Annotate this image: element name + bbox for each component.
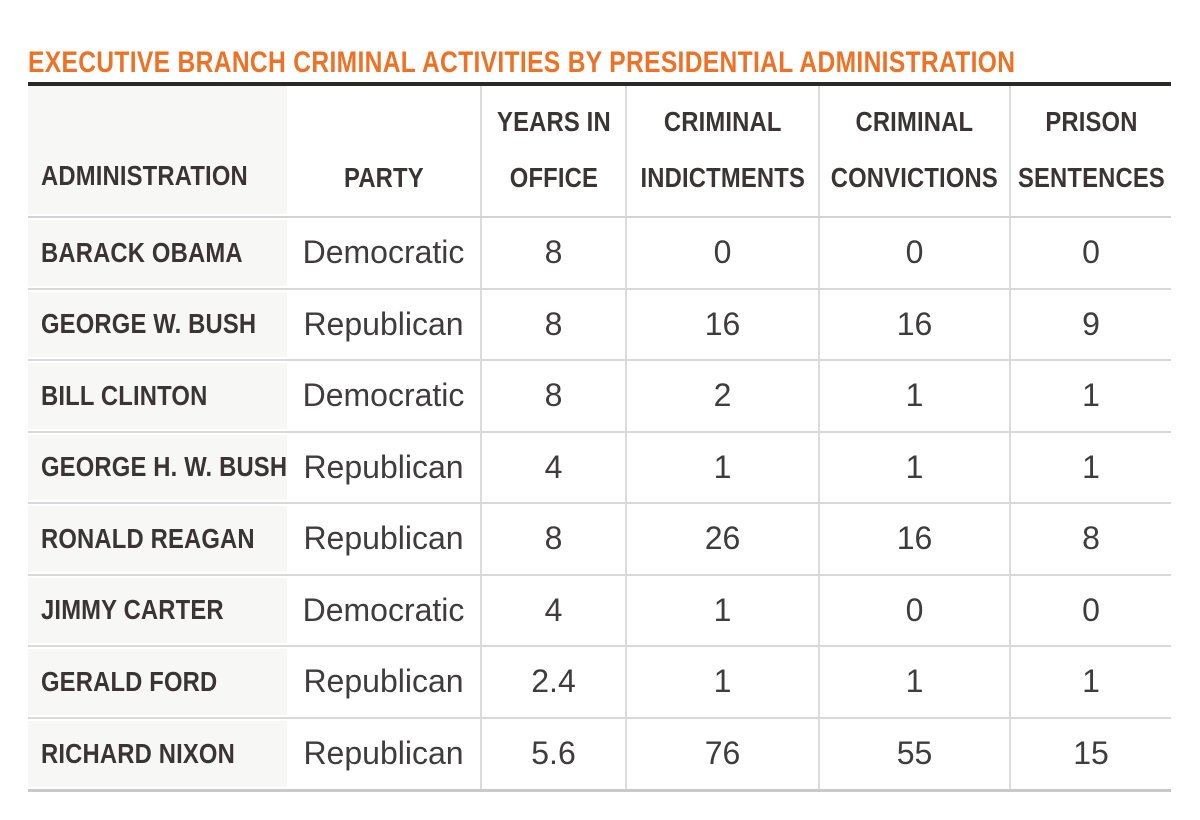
table-row-nixon: RICHARD NIXON Republican 5.6 76 55 15 (28, 718, 1171, 789)
party-cell: Republican (303, 735, 464, 771)
sentences-cell: 0 (1009, 575, 1171, 645)
sentences-cell: 8 (1009, 504, 1171, 574)
table-header-row: ADMINISTRATION PARTY YEARS IN OFFICE CRI… (28, 86, 1171, 218)
table-row-carter: JIMMY CARTER Democratic 4 1 0 0 (28, 575, 1171, 647)
sentences-cell: 9 (1009, 289, 1171, 359)
indictments-cell: 0 (625, 218, 818, 288)
administration-cell: GERALD FORD (28, 649, 287, 715)
years-cell: 8 (480, 361, 625, 431)
years-cell: 4 (480, 432, 625, 502)
column-header-prison-sentences: PRISON SENTENCES (1009, 86, 1171, 216)
column-header-years-in-office: YEARS IN OFFICE (480, 86, 625, 216)
column-header-criminal-convictions: CRIMINAL CONVICTIONS (818, 86, 1009, 216)
party-cell: Democratic (302, 591, 465, 628)
administration-cell: GEORGE H. W. BUSH (28, 434, 287, 500)
administration-cell: GEORGE W. BUSH (28, 291, 287, 357)
indictments-cell: 26 (625, 504, 818, 574)
years-cell: 4 (480, 575, 625, 645)
indictments-cell: 16 (625, 289, 818, 359)
data-table: ADMINISTRATION PARTY YEARS IN OFFICE CRI… (28, 82, 1171, 792)
sentences-cell: 0 (1009, 218, 1171, 288)
administration-cell: BILL CLINTON (28, 363, 287, 429)
indictments-cell: 76 (625, 718, 818, 789)
table-row-clinton: BILL CLINTON Democratic 8 2 1 1 (28, 361, 1171, 433)
table-row-ghw-bush: GEORGE H. W. BUSH Republican 4 1 1 1 (28, 432, 1171, 504)
column-header-administration: ADMINISTRATION (28, 86, 287, 214)
indictments-cell: 1 (625, 575, 818, 645)
party-cell: Republican (303, 448, 464, 485)
years-cell: 8 (480, 218, 625, 288)
sentences-cell: 1 (1009, 647, 1171, 717)
convictions-cell: 0 (818, 575, 1009, 645)
table-row-ford: GERALD FORD Republican 2.4 1 1 1 (28, 647, 1171, 719)
administration-cell: JIMMY CARTER (28, 577, 287, 643)
table-row-gw-bush: GEORGE W. BUSH Republican 8 16 16 9 (28, 289, 1171, 361)
administration-cell: BARACK OBAMA (28, 220, 287, 286)
convictions-cell: 16 (818, 504, 1009, 574)
convictions-cell: 16 (818, 289, 1009, 359)
years-cell: 2.4 (480, 647, 625, 717)
convictions-cell: 0 (818, 218, 1009, 288)
party-cell: Democratic (302, 377, 465, 414)
indictments-cell: 1 (625, 647, 818, 717)
page-title: EXECUTIVE BRANCH CRIMINAL ACTIVITIES BY … (28, 46, 1016, 80)
party-cell: Republican (303, 663, 464, 700)
column-header-party: PARTY (343, 162, 424, 193)
convictions-cell: 1 (818, 432, 1009, 502)
indictments-cell: 2 (625, 361, 818, 431)
administration-cell: RICHARD NIXON (28, 720, 287, 787)
table-row-reagan: RONALD REAGAN Republican 8 26 16 8 (28, 504, 1171, 576)
convictions-cell: 55 (818, 718, 1009, 789)
sentences-cell: 15 (1009, 718, 1171, 789)
sentences-cell: 1 (1009, 432, 1171, 502)
administration-cell: RONALD REAGAN (28, 506, 287, 572)
years-cell: 8 (480, 504, 625, 574)
years-cell: 5.6 (480, 718, 625, 789)
years-cell: 8 (480, 289, 625, 359)
indictments-cell: 1 (625, 432, 818, 502)
table-row-obama: BARACK OBAMA Democratic 8 0 0 0 (28, 218, 1171, 290)
party-cell: Republican (303, 520, 464, 557)
sentences-cell: 1 (1009, 361, 1171, 431)
party-cell: Democratic (302, 234, 465, 271)
convictions-cell: 1 (818, 361, 1009, 431)
convictions-cell: 1 (818, 647, 1009, 717)
column-header-criminal-indictments: CRIMINAL INDICTMENTS (625, 86, 818, 216)
party-cell: Republican (303, 305, 464, 342)
